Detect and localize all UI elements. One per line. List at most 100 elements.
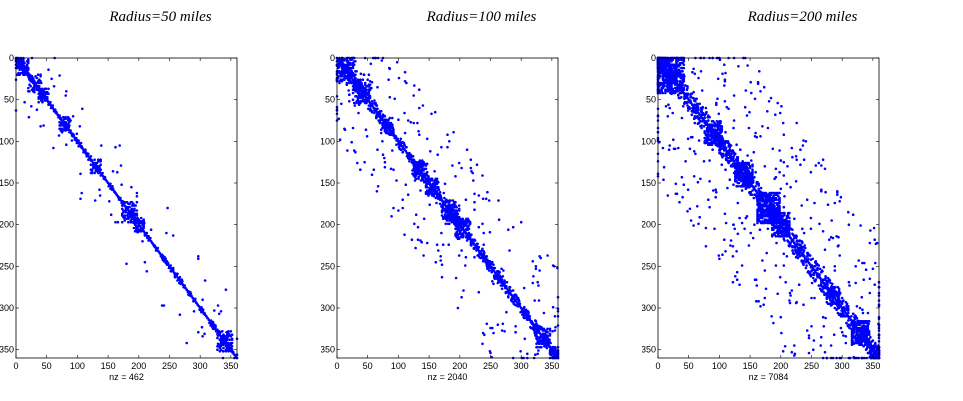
nonzero-marker	[393, 97, 396, 101]
nonzero-marker	[80, 191, 83, 195]
nonzero-marker	[197, 254, 200, 258]
x-tick-label: 350	[544, 361, 559, 371]
nonzero-marker	[470, 244, 473, 247]
nonzero-marker	[27, 86, 30, 90]
nonzero-marker	[460, 295, 463, 299]
nonzero-marker	[492, 274, 496, 277]
nonzero-marker	[419, 189, 422, 192]
nonzero-marker	[666, 90, 670, 93]
nonzero-marker	[369, 62, 373, 66]
nonzero-marker	[160, 304, 164, 307]
nonzero-marker	[451, 164, 454, 167]
nonzero-marker	[477, 225, 481, 229]
nonzero-marker	[412, 94, 415, 97]
nonzero-marker	[845, 321, 848, 325]
nonzero-marker	[39, 75, 42, 78]
nonzero-marker	[471, 171, 474, 175]
nonzero-marker	[36, 73, 40, 76]
nonzero-marker	[79, 172, 82, 176]
nonzero-marker	[376, 107, 379, 111]
nonzero-marker	[38, 81, 41, 85]
nonzero-marker	[90, 171, 94, 175]
nonzero-marker	[366, 78, 369, 81]
nonzero-marker	[501, 322, 505, 326]
nonzero-marker	[141, 240, 144, 243]
nonzero-marker	[130, 185, 133, 189]
nonzero-marker	[421, 168, 424, 171]
nonzero-marker	[452, 130, 455, 134]
nonzero-marker	[349, 63, 352, 66]
nonzero-marker	[485, 264, 489, 267]
nonzero-marker	[659, 75, 662, 78]
nonzero-marker	[481, 174, 484, 177]
nonzero-marker	[451, 208, 454, 211]
nonzero-marker	[385, 130, 388, 133]
nonzero-marker	[216, 304, 220, 307]
nonzero-marker	[499, 284, 503, 287]
nonzero-marker	[677, 93, 680, 96]
nonzero-marker	[29, 85, 32, 88]
nonzero-marker	[367, 104, 371, 107]
nonzero-marker	[457, 204, 461, 207]
nonzero-marker	[360, 95, 363, 99]
nonzero-marker	[149, 228, 153, 231]
nonzero-marker	[98, 194, 102, 197]
nonzero-marker	[39, 125, 42, 128]
nonzero-marker	[375, 190, 379, 193]
x-tick-label: 200	[452, 361, 467, 371]
nonzero-marker	[475, 242, 479, 246]
nonzero-marker	[203, 332, 206, 336]
nonzero-marker	[440, 275, 444, 279]
nonzero-marker	[435, 243, 439, 246]
nonzero-marker	[440, 145, 443, 149]
nonzero-marker	[482, 231, 485, 235]
nonzero-marker	[213, 309, 216, 312]
nonzero-marker	[416, 238, 420, 241]
nonzero-marker	[489, 351, 492, 355]
nonzero-marker	[487, 266, 490, 270]
nonzero-marker	[387, 132, 390, 136]
nonzero-marker	[222, 346, 225, 350]
nonzero-marker	[857, 339, 860, 342]
nonzero-marker	[350, 140, 353, 144]
nonzero-marker	[355, 70, 358, 73]
nonzero-marker	[481, 342, 484, 346]
nonzero-marker	[540, 345, 543, 349]
nonzero-marker	[374, 101, 377, 105]
nonzero-marker	[386, 120, 390, 124]
nonzero-marker	[401, 150, 404, 154]
nonzero-marker	[338, 138, 342, 141]
x-tick-label: 300	[193, 361, 208, 371]
nonzero-marker	[752, 196, 756, 200]
nonzero-marker	[421, 178, 425, 181]
nonzero-marker	[504, 290, 508, 294]
nonzero-marker	[662, 85, 666, 88]
nonzero-marker	[748, 185, 751, 189]
nonzero-marker	[473, 255, 476, 259]
nonzero-marker	[421, 165, 424, 168]
nonzero-marker	[439, 254, 442, 258]
nonzero-marker	[64, 117, 67, 121]
nonzero-marker	[446, 133, 449, 136]
nonzero-marker	[337, 117, 341, 121]
nonzero-marker	[856, 320, 860, 323]
x-axis-label: nz = 2040	[428, 372, 468, 382]
nonzero-marker	[89, 163, 93, 166]
nonzero-marker	[367, 107, 370, 111]
nonzero-marker	[351, 98, 355, 101]
nonzero-marker	[774, 198, 778, 201]
nonzero-marker	[779, 229, 783, 232]
nonzero-marker	[365, 135, 369, 138]
nonzero-marker	[751, 165, 754, 168]
nonzero-marker	[221, 350, 225, 353]
nonzero-marker	[357, 111, 360, 115]
nonzero-marker	[864, 329, 868, 332]
nonzero-marker	[35, 76, 39, 80]
nonzero-marker	[803, 244, 806, 247]
nonzero-marker	[810, 270, 813, 273]
nonzero-marker	[457, 209, 461, 212]
nonzero-marker	[185, 341, 188, 345]
nonzero-marker	[224, 288, 228, 292]
nonzero-marker	[805, 264, 808, 267]
y-tick-label: 150	[321, 178, 335, 188]
